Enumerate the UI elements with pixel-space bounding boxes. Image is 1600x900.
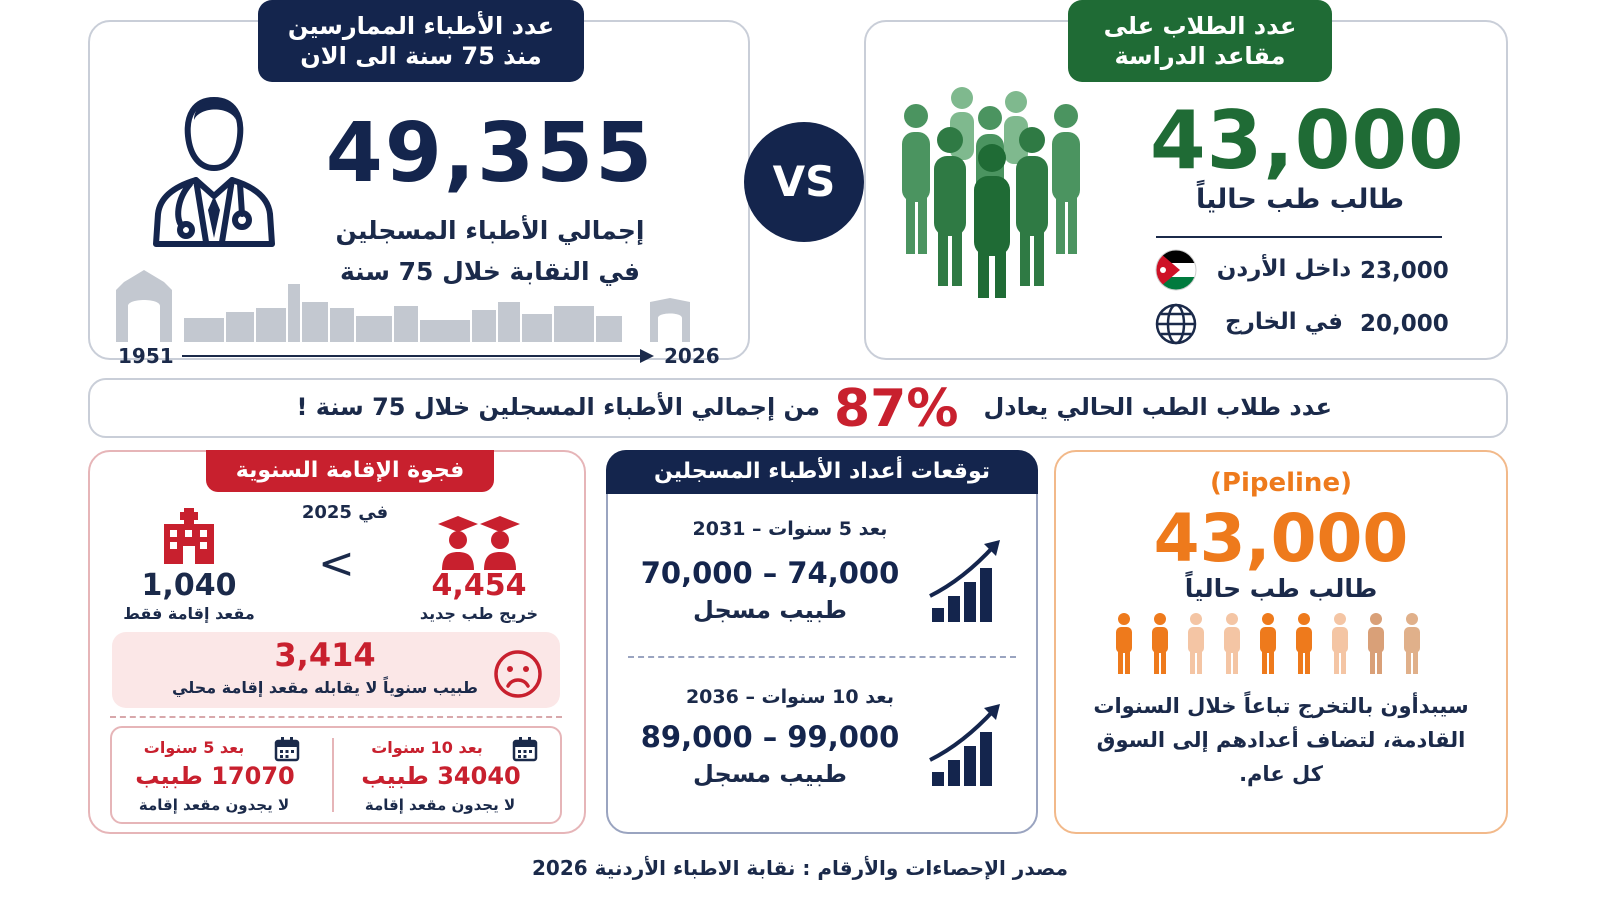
future-gap-separator [332,738,334,812]
doctors-desc-line2: في النقابة خلال 75 سنة [339,257,640,286]
graduates-value: 4,454 [431,568,527,603]
domestic-value: 23,000 [1360,258,1449,284]
pipeline-desc-line1: سيبدأون بالتخرج تباعاً خلال السنوات [1093,694,1469,718]
forecast-p1-label: بعد 5 سنوات – 2031 [692,518,888,540]
banner-text-before: عدد طلاب الطب الحالي يعادل [983,393,1332,421]
graduates-icon [438,516,520,570]
growth-chart-icon [929,704,1000,786]
after10-label: بعد 10 سنوات [371,738,483,757]
doctors-title-line1: عدد الأطباء الممارسين [287,12,555,40]
pipeline-total: 43,000 [1153,500,1409,577]
forecast-p1-range: 70,000 – 74,000 [640,556,900,590]
students-subtitle: طالب طب حالياً [1196,184,1404,215]
domestic-label: داخل الأردن [1216,256,1352,282]
gap-value: 3,414 [274,636,376,674]
pipeline-title: (Pipeline) [1210,468,1352,498]
pipeline-subtitle: طالب طب حالياً [1184,574,1378,603]
seats-label: مقعد إقامة فقط [123,604,255,623]
students-title-line1: عدد الطلاب على [1103,12,1297,40]
hospital-icon [164,508,214,564]
residency-year-label: في 2025 [301,502,389,523]
graduates-label: خريج طب جديد [419,604,539,623]
abroad-value: 20,000 [1360,311,1449,337]
timeline-arrow-head [640,349,654,363]
calendar-icon [512,737,538,762]
students-divider [1156,236,1442,238]
forecast-title-tab: توقعات أعداد الأطباء المسجلين [606,450,1038,494]
doctors-total: 49,355 [325,106,655,201]
banner-text-after: من إجمالي الأطباء المسجلين خلال 75 سنة ! [296,393,820,421]
after10-value: 34040 طبيب [361,762,521,790]
students-title-tab: عدد الطلاب على مقاعد الدراسة [1068,0,1332,82]
pipeline-desc-line3: كل عام. [1239,762,1323,786]
students-title-line2: مقاعد الدراسة [1114,42,1286,70]
forecast-p2-unit: طبيب مسجل [693,760,847,788]
timeline-arrow [182,355,644,357]
compare-symbol: < [318,538,355,589]
banner-percent: 87% [834,379,959,439]
gap-label: طبيب سنوياً لا يقابله مقعد إقامة محلي [172,678,478,697]
forecast-p2-label: بعد 10 سنوات – 2036 [685,686,895,708]
future-gap-box [110,726,562,824]
forecast-divider [628,656,1016,658]
growth-chart-icon [929,540,1000,622]
source-footer: مصدر الإحصاءات والأرقام : نقابة الاطباء … [532,856,1068,880]
gap-box [112,632,560,708]
residency-gap-title: فجوة الإقامة السنوية [235,458,465,484]
pipeline-desc-line2: القادمة، لتضاف أعدادهم إلى السوق [1096,728,1466,752]
forecast-title: توقعات أعداد الأطباء المسجلين [653,459,990,485]
abroad-label: في الخارج [1225,309,1343,335]
city-skyline-icon [116,270,690,342]
doctor-icon [153,97,275,247]
forecast-p1-unit: طبيب مسجل [693,596,847,624]
gap-divider [110,716,562,718]
after5-value: 17070 طبيب [135,762,295,790]
after5-label: بعد 5 سنوات [143,738,245,757]
students-crowd-icon [902,87,1080,298]
calendar-icon [274,737,300,762]
students-row-icon [1116,613,1420,674]
sad-face-icon [494,650,542,698]
jordan-flag-icon [1155,249,1197,291]
forecast-p2-range: 89,000 – 99,000 [640,720,900,754]
after10-note: لا يجدون مقعد إقامة [364,796,516,814]
comparison-banner [88,378,1508,438]
timeline-end-year: 2026 [664,344,720,368]
vs-badge: VS [744,122,864,242]
doctors-title-tab: عدد الأطباء الممارسين منذ 75 سنة الى الا… [258,0,584,82]
after5-note: لا يجدون مقعد إقامة [138,796,290,814]
timeline-start-year: 1951 [118,344,174,368]
globe-icon [1155,303,1197,345]
seats-value: 1,040 [141,568,237,603]
doctors-desc-line1: إجمالي الأطباء المسجلين [335,216,645,245]
students-total: 43,000 [1150,94,1465,187]
doctors-title-line2: منذ 75 سنة الى الان [300,42,542,70]
residency-gap-title-tab: فجوة الإقامة السنوية [206,450,494,492]
